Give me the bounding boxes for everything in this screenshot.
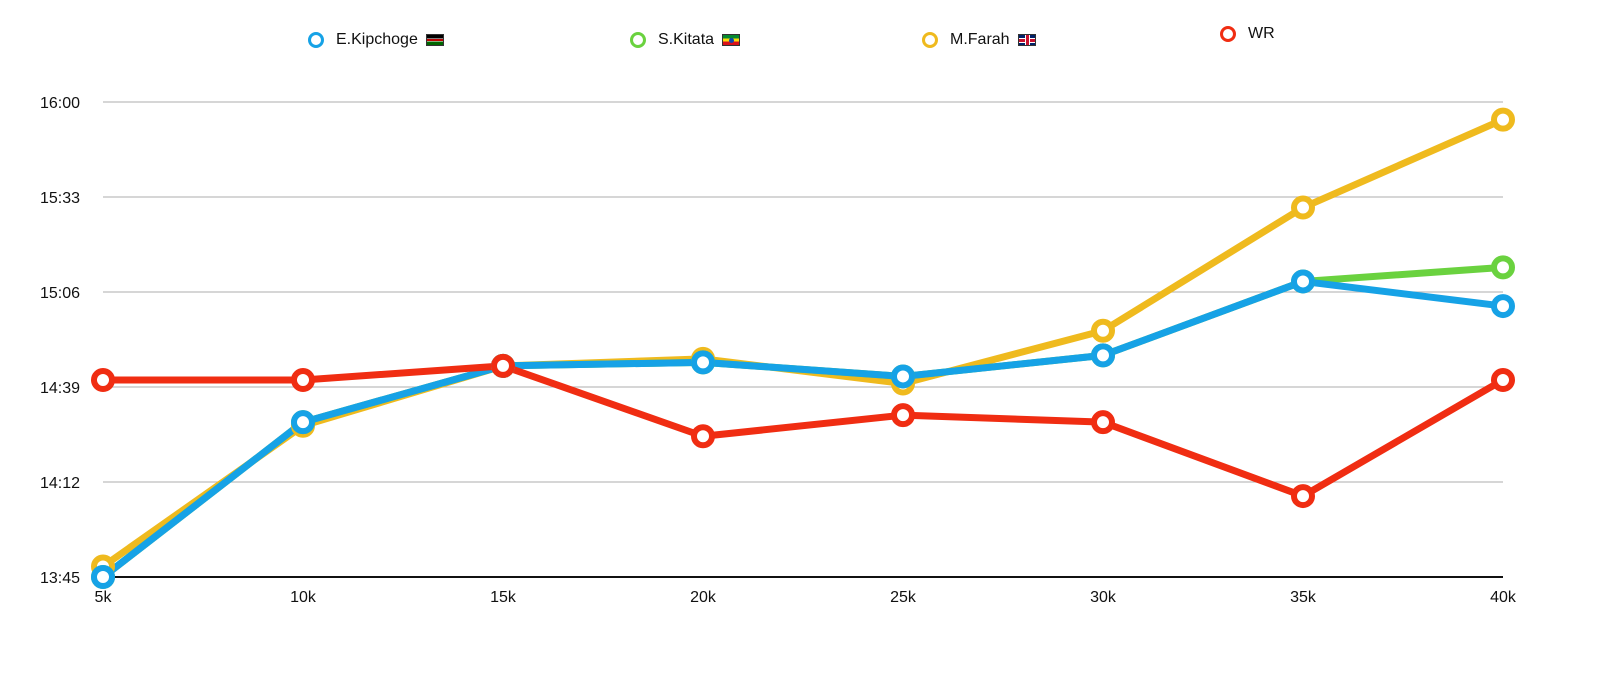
- legend-item-kipchoge[interactable]: E.Kipchoge: [308, 31, 444, 49]
- data-point-m-farah: [1291, 195, 1315, 220]
- legend: E.Kipchoge S.Kitata M.Farah WR: [0, 0, 1600, 70]
- data-point-wr: [1491, 367, 1515, 392]
- series-line-wr: [99, 362, 1507, 500]
- x-tick-label: 10k: [290, 589, 317, 606]
- legend-label: E.Kipchoge: [336, 31, 418, 48]
- data-point-wr: [1091, 410, 1115, 435]
- data-point-e-kipchoge: [691, 350, 715, 375]
- x-tick-label: 35k: [1290, 589, 1317, 606]
- legend-label: WR: [1248, 25, 1275, 42]
- legend-item-kitata[interactable]: S.Kitata: [630, 31, 741, 49]
- legend-marker-icon: [1220, 26, 1236, 42]
- data-point-m-farah: [1091, 318, 1115, 343]
- kenya-flag-icon: [425, 34, 444, 46]
- data-point-s-kitata: [1491, 255, 1515, 280]
- legend-marker-icon: [308, 32, 324, 48]
- data-point-e-kipchoge: [891, 364, 915, 389]
- data-point-wr: [291, 367, 315, 392]
- data-point-e-kipchoge: [1091, 343, 1115, 368]
- data-point-wr: [891, 403, 915, 428]
- y-tick-label: 15:33: [40, 190, 80, 207]
- x-tick-label: 20k: [690, 589, 717, 606]
- series-line-e-kipchoge: [99, 277, 1507, 581]
- x-tick-label: 25k: [890, 589, 917, 606]
- legend-marker-icon: [922, 32, 938, 48]
- legend-marker-icon: [630, 32, 646, 48]
- legend-label: M.Farah: [950, 31, 1010, 48]
- legend-item-wr[interactable]: WR: [1220, 25, 1275, 43]
- y-tick-label: 16:00: [40, 95, 80, 112]
- data-point-e-kipchoge: [291, 410, 315, 435]
- data-point-wr: [691, 424, 715, 449]
- data-point-wr: [91, 367, 115, 392]
- data-point-m-farah: [1491, 107, 1515, 132]
- data-point-e-kipchoge: [91, 565, 115, 589]
- y-tick-label: 15:06: [40, 285, 80, 302]
- uk-flag-icon: [1017, 34, 1036, 46]
- ethiopia-flag-icon: [722, 34, 741, 46]
- legend-label: S.Kitata: [658, 31, 715, 48]
- data-point-e-kipchoge: [1291, 269, 1315, 294]
- x-tick-label: 5k: [95, 589, 113, 606]
- data-point-wr: [491, 353, 515, 378]
- legend-item-farah[interactable]: M.Farah: [922, 31, 1036, 49]
- y-tick-label: 13:45: [40, 570, 80, 587]
- x-tick-label: 15k: [490, 589, 517, 606]
- x-tick-label: 40k: [1490, 589, 1517, 606]
- x-tick-label: 30k: [1090, 589, 1117, 606]
- data-point-e-kipchoge: [1491, 294, 1515, 319]
- y-tick-label: 14:12: [40, 475, 80, 492]
- y-tick-label: 14:39: [40, 380, 80, 397]
- data-point-wr: [1291, 484, 1315, 509]
